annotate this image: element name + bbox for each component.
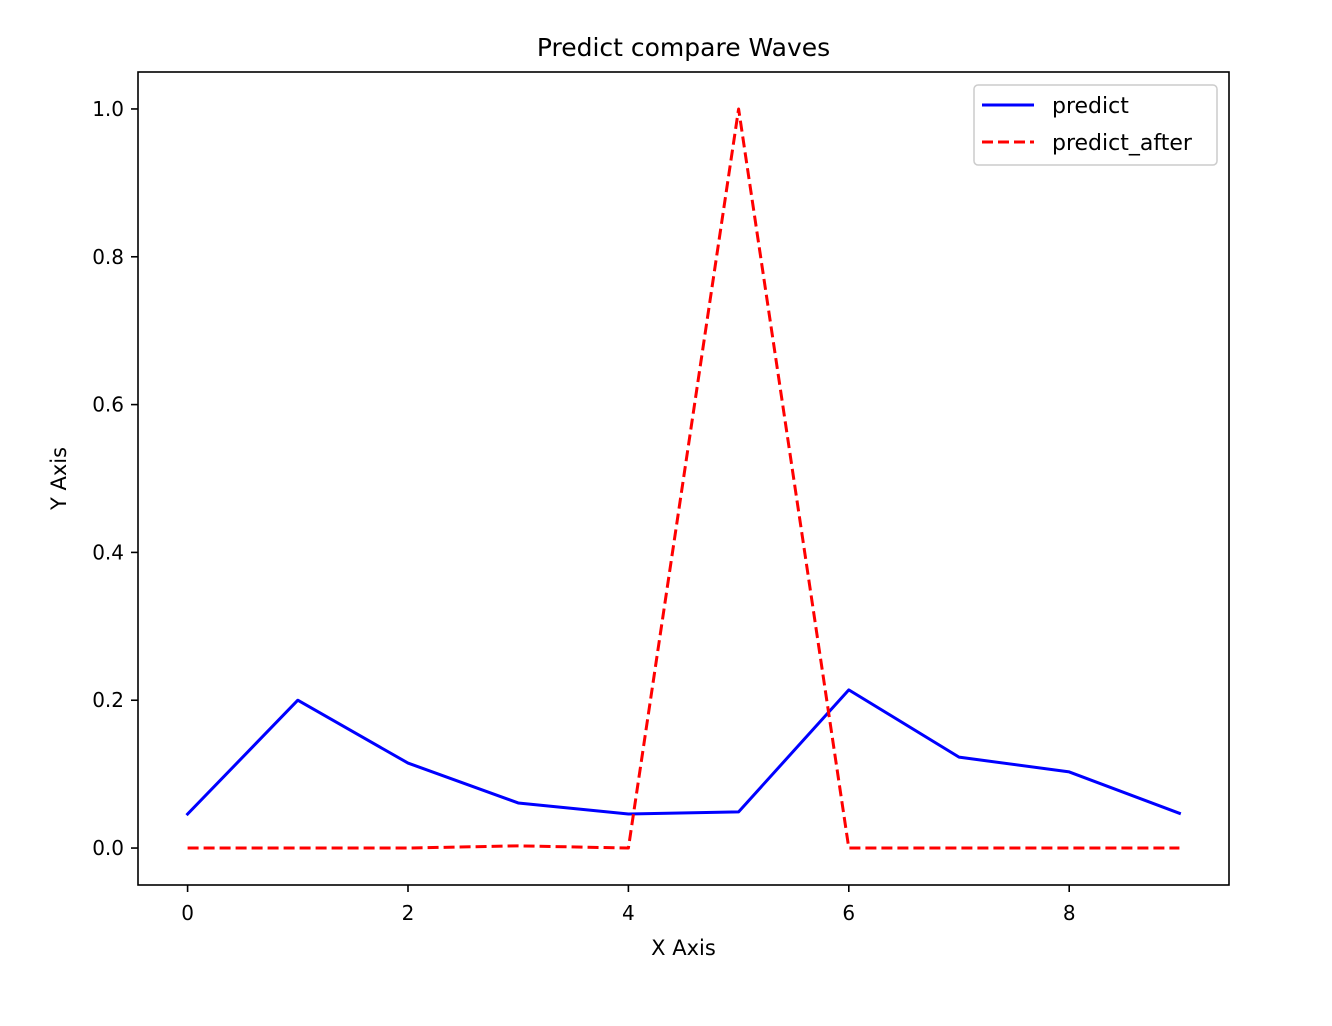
y-tick-label: 0.4 xyxy=(92,540,124,564)
x-tick-label: 4 xyxy=(622,901,635,925)
y-tick-label: 1.0 xyxy=(92,97,124,121)
y-tick-label: 0.8 xyxy=(92,245,124,269)
y-axis-label: Y Axis xyxy=(47,447,71,511)
x-tick-label: 2 xyxy=(402,901,415,925)
y-tick-label: 0.2 xyxy=(92,688,124,712)
legend-box xyxy=(973,84,1218,166)
x-axis-label: X Axis xyxy=(651,936,716,960)
x-tick-label: 6 xyxy=(842,901,855,925)
y-tick-label: 0.6 xyxy=(92,393,124,417)
series-line-predict xyxy=(185,688,1182,817)
chart-title: Predict compare Waves xyxy=(537,33,830,62)
x-tick-label: 8 xyxy=(1063,901,1076,925)
axes-layer: 0 2 4 6 8 0.0 0.2 0.4 0.6 0.8 1.0 xyxy=(92,71,1230,925)
series-layer xyxy=(185,107,1182,850)
legend-label-predict: predict xyxy=(1052,94,1129,119)
series-line-predict-after xyxy=(187,107,1180,850)
legend-label-predict-after: predict_after xyxy=(1052,131,1193,156)
legend: predict predict_after xyxy=(973,84,1218,166)
plot-frame xyxy=(137,71,1230,886)
y-tick-label: 0.0 xyxy=(92,836,124,860)
x-tick-label: 0 xyxy=(181,901,194,925)
